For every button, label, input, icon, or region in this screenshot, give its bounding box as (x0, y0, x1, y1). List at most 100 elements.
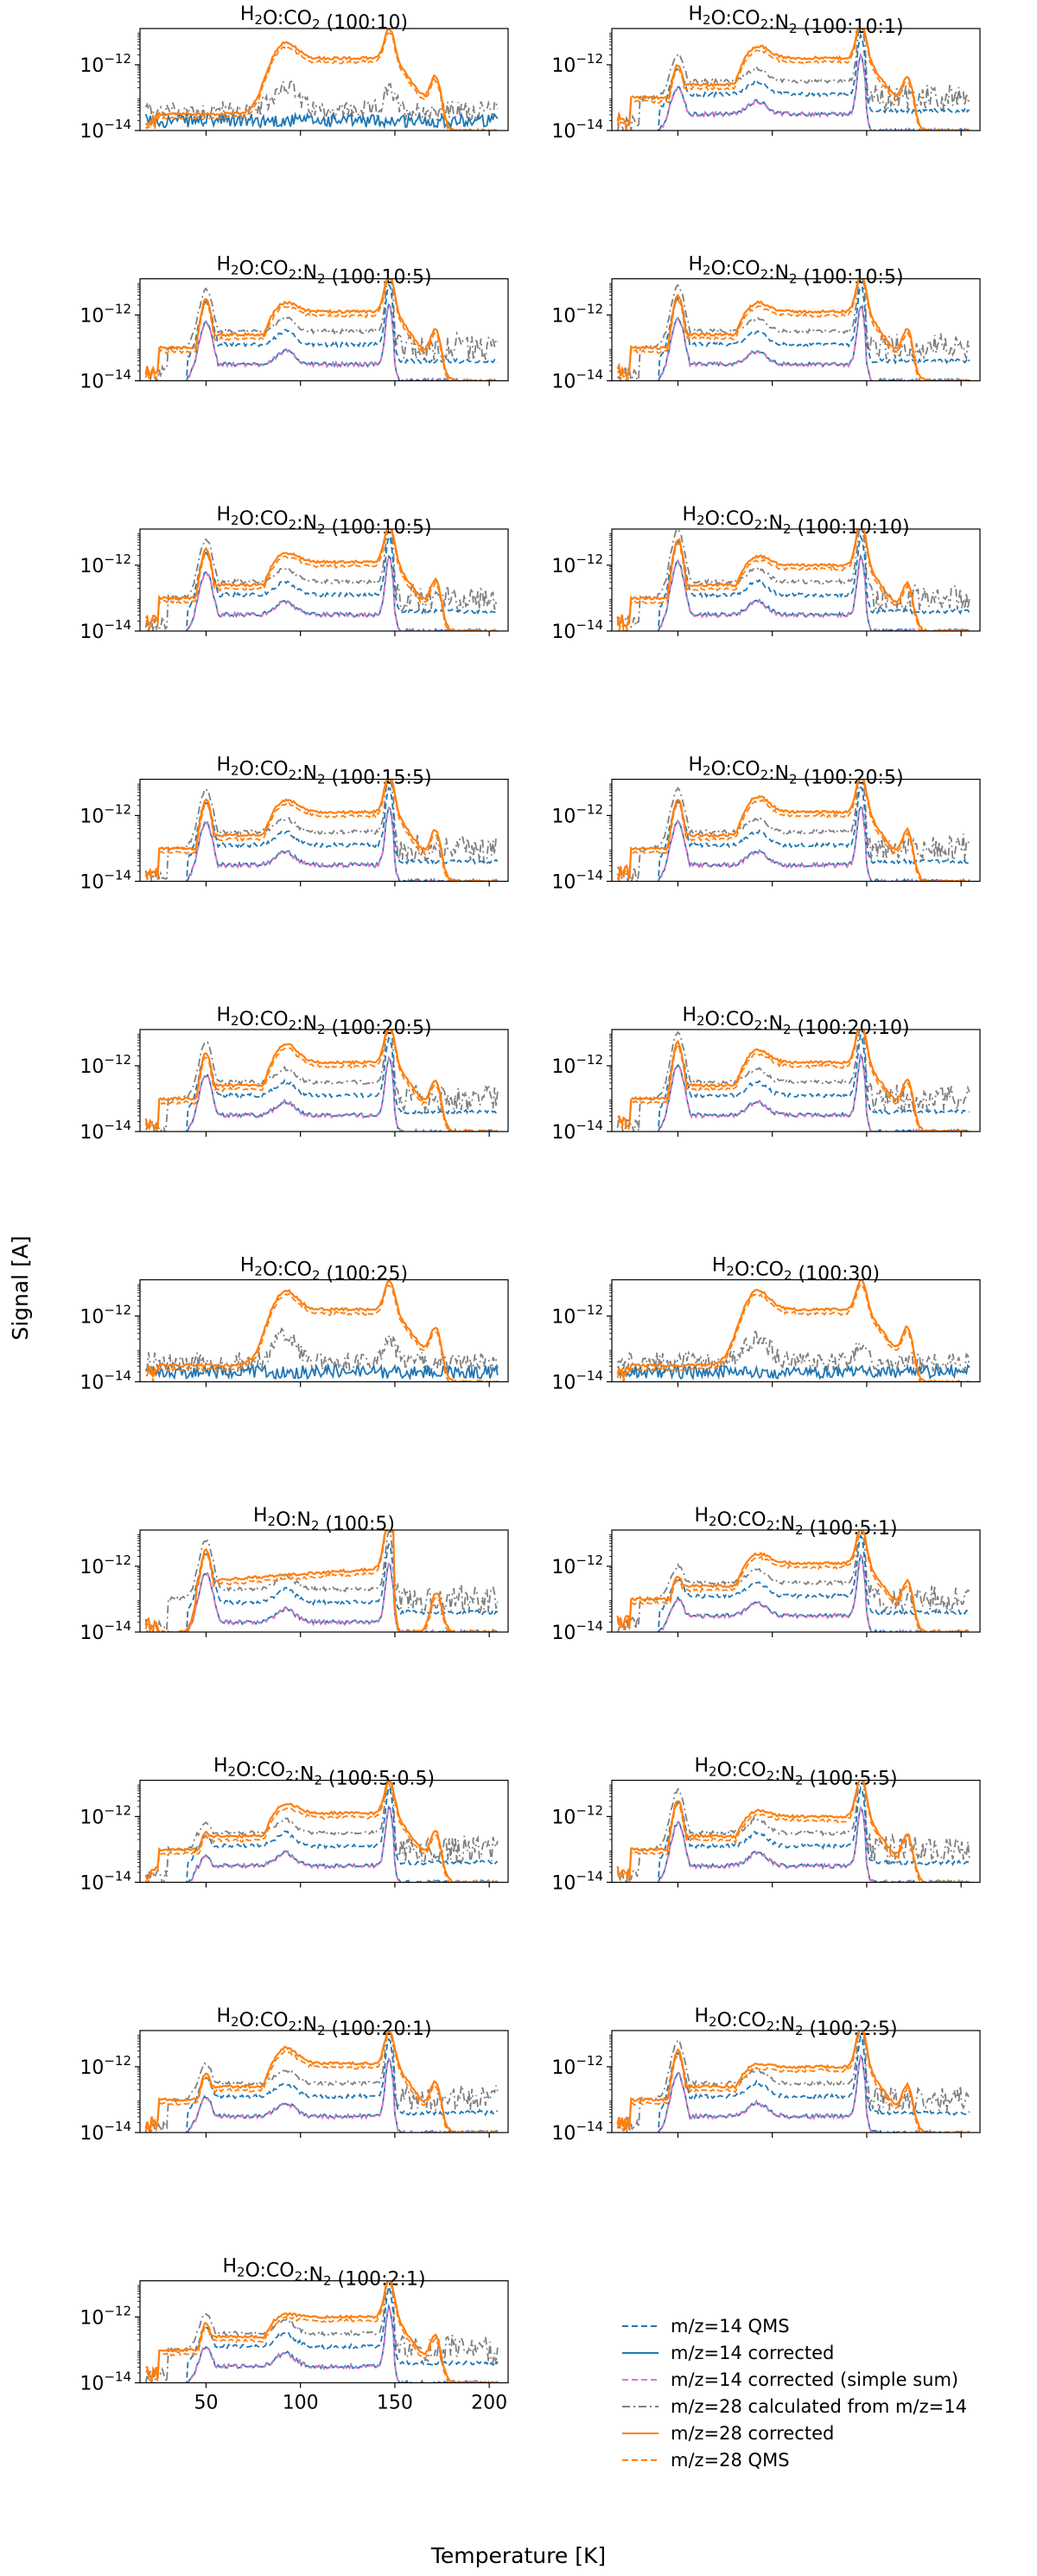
y-tick-label: 10−14 (80, 117, 131, 143)
y-tick-label: 10−14 (80, 1618, 131, 1644)
panel: H2O:CO2:N2 (100:10:5) 10−14 10−12 (80, 254, 509, 393)
series-corr28 (616, 1279, 970, 1382)
panel-frame (611, 778, 981, 883)
series-corr28 (616, 278, 970, 381)
series-corr28 (616, 529, 970, 631)
series-corr28 (144, 1530, 498, 1632)
series-corr28 (144, 2031, 499, 2133)
panel: H2O:CO2:N2 (100:2:1) 10−14 10−12 50 100 150 20… (80, 2256, 509, 2414)
series-simple14 (187, 2057, 499, 2133)
series-qms28 (145, 32, 450, 131)
panel-frame (611, 277, 981, 382)
series-calc28 (144, 529, 499, 631)
panel: H2O:CO2:N2 (100:5:1) 10−14 10−12 (551, 1505, 981, 1644)
y-tick-label: 10−12 (80, 552, 131, 577)
series-qms14 (185, 2037, 499, 2133)
series-simple14 (658, 1806, 970, 1883)
series-qms14 (657, 534, 970, 631)
panel-title: H2O:N2 (100:5) (253, 1505, 395, 1535)
panel-frame (139, 1529, 509, 1633)
panel-frame (611, 1278, 981, 1383)
legend-entry: m/z=28 calculated from m/z=14 (622, 2396, 967, 2417)
series-corr28 (616, 1530, 970, 1632)
series-calc28 (617, 1329, 970, 1374)
panel: H2O:CO2:N2 (100:10:1) 10−14 10−12 (551, 3, 981, 143)
panel: H2O:CO2:N2 (100:20:1) 10−14 10−12 (80, 2005, 509, 2145)
legend: m/z=14 QMS m/z=14 corrected m/z=14 correct… (622, 2316, 967, 2471)
panel-frame (139, 2030, 509, 2133)
panel-frame (139, 28, 509, 131)
series-corr28 (144, 529, 499, 631)
panel-title: H2O:CO2:N2 (100:2:1) (222, 2256, 425, 2291)
panel-title: H2O:CO2:N2 (100:20:5) (216, 1004, 431, 1039)
series-simple14 (186, 1056, 496, 1132)
series-qms28 (616, 1780, 923, 1883)
panel-title: H2O:CO2:N2 (100:10:5) (216, 254, 431, 289)
panel-title: H2O:CO2:N2 (100:5:1) (694, 1505, 897, 1540)
panel-title: H2O:CO2:N2 (100:20:1) (216, 2005, 431, 2040)
panel: H2O:CO2:N2 (100:20:10) 10−14 10−12 (551, 1004, 981, 1144)
panel-frame (139, 277, 509, 382)
y-tick-label: 10−12 (80, 1553, 131, 1578)
legend-label: m/z=28 corrected (671, 2423, 834, 2444)
y-tick-label: 10−14 (551, 868, 603, 894)
series-simple14 (186, 555, 497, 631)
panel-title: H2O:CO2:N2 (100:15:5) (216, 755, 431, 789)
panel-title: H2O:CO2 (100:10) (240, 3, 408, 34)
legend-label: m/z=28 QMS (671, 2450, 790, 2471)
panel-frame (611, 1029, 981, 1132)
legend-entry: m/z=28 QMS (622, 2450, 790, 2471)
series-corr28 (145, 1279, 499, 1382)
series-qms28 (144, 779, 449, 882)
x-tick-label: 150 (377, 2393, 413, 2414)
series-calc28 (616, 278, 970, 381)
series-corr28 (616, 1030, 970, 1132)
y-tick-label: 10−14 (551, 2119, 603, 2145)
panel-frame (139, 1779, 509, 1884)
panel: H2O:CO2 (100:30) 10−14 10−12 (551, 1255, 981, 1394)
series-corr28 (144, 1780, 499, 1883)
series-simple14 (188, 1806, 499, 1883)
series-calc28 (144, 278, 499, 381)
y-tick-label: 10−12 (80, 1302, 131, 1328)
series-simple14 (658, 305, 970, 381)
legend-entry: m/z=14 corrected (622, 2343, 834, 2363)
series-qms28 (144, 278, 450, 381)
y-tick-label: 10−12 (551, 1553, 603, 1578)
y-tick-label: 10−14 (551, 117, 603, 143)
y-tick-label: 10−14 (80, 2119, 131, 2145)
series-calc28 (616, 1030, 970, 1132)
panel-title: H2O:CO2:N2 (100:10:1) (688, 3, 903, 38)
panel: H2O:CO2:N2 (100:10:5) 10−14 10−12 (551, 254, 981, 393)
y-tick-label: 10−12 (80, 1052, 131, 1078)
x-tick-label: 200 (471, 2393, 507, 2414)
series-qms14 (657, 284, 970, 381)
series-corr28 (144, 278, 498, 381)
y-tick-label: 10−12 (551, 801, 603, 827)
panel-frame (139, 1029, 509, 1132)
panel-title: H2O:CO2 (100:30) (712, 1255, 880, 1285)
panel-title: H2O:CO2:N2 (100:10:10) (682, 504, 909, 539)
y-tick-label: 10−14 (551, 617, 603, 643)
panel-title: H2O:CO2:N2 (100:10:5) (688, 254, 903, 289)
y-tick-label: 10−14 (80, 2369, 131, 2395)
y-tick-label: 10−12 (80, 801, 131, 827)
series-qms14 (185, 1542, 499, 1632)
series-calc28 (144, 1780, 499, 1883)
series-corr14 (144, 112, 499, 130)
panel-title: H2O:CO2:N2 (100:5:0.5) (213, 1756, 435, 1790)
panel-title: H2O:CO2:N2 (100:20:10) (682, 1004, 909, 1039)
y-tick-label: 10−14 (80, 868, 131, 894)
series-calc28 (616, 1780, 970, 1883)
panel-title: H2O:CO2 (100:25) (240, 1255, 408, 1285)
panel-title: H2O:CO2:N2 (100:10:5) (216, 504, 431, 539)
panel-frame (139, 2280, 509, 2384)
y-tick-label: 10−12 (80, 301, 131, 327)
series-corr28 (145, 2280, 498, 2383)
series-qms28 (145, 1284, 450, 1382)
series-calc28 (616, 29, 970, 131)
series-simple14 (186, 303, 497, 381)
series-corr28 (616, 779, 970, 882)
